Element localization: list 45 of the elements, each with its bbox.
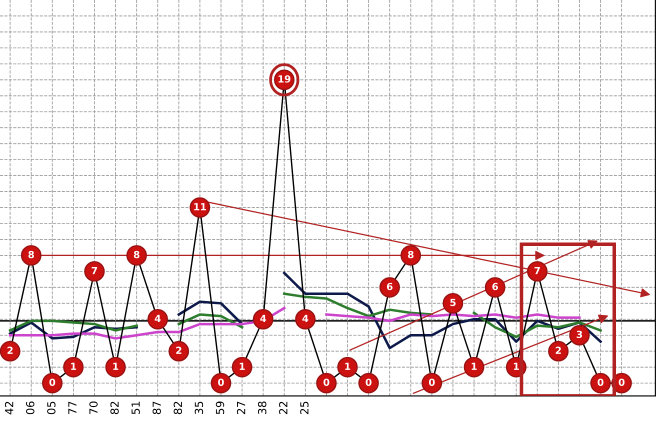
- data-label: 3: [576, 330, 582, 338]
- data-label: 8: [134, 250, 140, 258]
- data-label: 5: [450, 298, 456, 306]
- x-tick-label: 35: [194, 402, 204, 414]
- data-label: 1: [71, 362, 76, 370]
- data-label: 8: [28, 250, 34, 258]
- data-label: 1: [113, 362, 118, 370]
- data-label: 2: [8, 346, 13, 354]
- data-label: 1: [240, 362, 245, 370]
- x-tick-label: 22: [279, 402, 288, 414]
- data-label: 4: [260, 314, 266, 322]
- data-label: 0: [428, 378, 435, 386]
- data-label: 19: [278, 75, 290, 83]
- x-tick-label: 77: [68, 402, 76, 414]
- x-tick-label: 59: [216, 402, 224, 414]
- data-label: 2: [176, 346, 182, 354]
- data-label: 7: [534, 266, 540, 274]
- data-label: 0: [324, 378, 330, 386]
- data-label: 0: [618, 378, 625, 386]
- x-tick-label: 27: [236, 402, 246, 414]
- data-label: 0: [366, 378, 372, 386]
- x-tick-label: 06: [26, 401, 34, 414]
- data-label: 1: [514, 362, 519, 370]
- data-label: 8: [408, 250, 414, 258]
- x-tick-label: 51: [132, 402, 140, 414]
- data-label: 0: [598, 378, 604, 386]
- data-label: 2: [556, 346, 561, 354]
- data-label: 1: [345, 362, 350, 370]
- data-label: 11: [194, 203, 206, 210]
- x-tick-label: 05: [47, 402, 56, 414]
- x-tick-label: 82: [110, 402, 119, 414]
- x-tick-label: 87: [152, 402, 161, 414]
- x-tick-label: 70: [89, 402, 98, 414]
- data-label: 1: [472, 362, 477, 370]
- data-label: 4: [302, 314, 308, 322]
- data-label: 6: [492, 282, 498, 290]
- data-label: 0: [49, 378, 56, 386]
- x-tick-label: 82: [174, 402, 182, 414]
- data-label: 6: [386, 282, 393, 290]
- x-tick-label: 38: [258, 402, 266, 414]
- x-tick-label: 42: [4, 402, 14, 414]
- data-label: 7: [92, 266, 98, 274]
- data-label: 4: [154, 314, 161, 322]
- data-label: 0: [218, 378, 224, 386]
- x-tick-label: 25: [300, 402, 309, 414]
